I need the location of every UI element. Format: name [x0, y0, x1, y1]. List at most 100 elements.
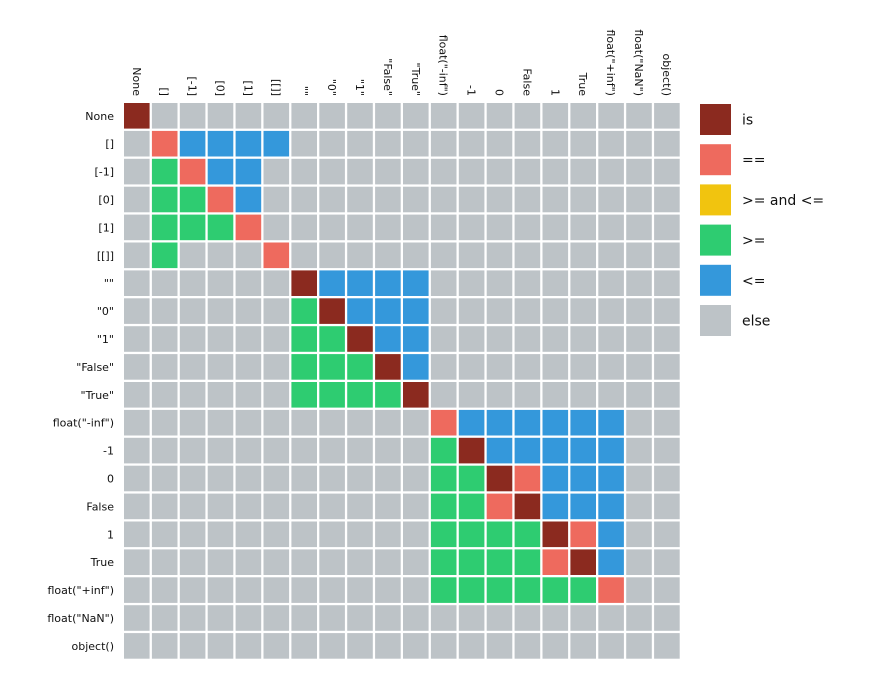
heatmap-cell	[458, 354, 485, 380]
row-label: ""	[104, 277, 114, 290]
heatmap-cell	[542, 549, 569, 575]
heatmap-cell	[430, 605, 457, 631]
heatmap-cell	[207, 437, 234, 464]
heatmap-cell	[430, 409, 457, 436]
heatmap-cell	[124, 549, 150, 575]
heatmap-cell	[458, 465, 485, 492]
heatmap-cell	[151, 354, 178, 380]
heatmap-cell	[151, 409, 178, 436]
heatmap-cell	[514, 382, 541, 408]
heatmap-cell	[570, 186, 596, 213]
heatmap-cell	[514, 521, 541, 548]
heatmap-cell	[375, 354, 401, 380]
heatmap-cell	[179, 103, 206, 129]
heatmap-cell	[403, 130, 429, 157]
heatmap-cell	[375, 103, 401, 129]
heatmap-cell	[235, 158, 262, 185]
heatmap-cell	[403, 214, 429, 241]
heatmap-cell	[458, 409, 485, 436]
heatmap-cell	[179, 158, 206, 185]
heatmap-cell	[151, 326, 178, 352]
heatmap-cell	[375, 493, 401, 520]
heatmap-cell	[514, 186, 541, 213]
heatmap-cell	[542, 437, 569, 464]
heatmap-cell	[570, 158, 596, 185]
heatmap-cell	[291, 103, 317, 129]
heatmap-cell	[542, 186, 569, 213]
heatmap-cell	[235, 437, 262, 464]
heatmap-cell	[124, 186, 150, 213]
column-label: object()	[660, 54, 673, 96]
heatmap-cell	[598, 493, 624, 520]
heatmap-cell	[375, 437, 401, 464]
heatmap-cell	[319, 298, 345, 324]
heatmap-cell	[263, 214, 290, 241]
row-label: float("+inf")	[47, 584, 114, 597]
heatmap-cell	[542, 242, 569, 269]
heatmap-cell	[403, 242, 429, 269]
row-label: "1"	[97, 333, 114, 346]
heatmap-cell	[458, 521, 485, 548]
heatmap-cell	[319, 521, 345, 548]
heatmap-cell	[347, 214, 373, 241]
heatmap-cell	[626, 158, 652, 185]
row-label: [[]]	[97, 249, 114, 262]
heatmap-cell	[291, 354, 317, 380]
heatmap-cell	[151, 270, 178, 296]
heatmap-cell	[235, 214, 262, 241]
heatmap-cell	[514, 633, 541, 659]
row-label: float("NaN")	[47, 612, 114, 625]
heatmap-cell	[654, 103, 680, 129]
heatmap-cell	[458, 103, 485, 129]
heatmap-cell	[430, 521, 457, 548]
heatmap-cell	[235, 409, 262, 436]
column-label: float("+inf")	[604, 29, 617, 96]
heatmap-cell	[542, 354, 569, 380]
heatmap-cell	[319, 326, 345, 352]
heatmap-cell	[375, 549, 401, 575]
heatmap-cell	[291, 577, 317, 603]
heatmap-cell	[458, 326, 485, 352]
heatmap-cell	[403, 186, 429, 213]
heatmap-cell	[570, 270, 596, 296]
heatmap-cell	[235, 270, 262, 296]
heatmap-cell	[403, 437, 429, 464]
heatmap-cell	[179, 437, 206, 464]
heatmap-cell	[570, 493, 596, 520]
heatmap-cell	[654, 242, 680, 269]
heatmap-cell	[514, 493, 541, 520]
column-label: True	[576, 72, 589, 97]
heatmap-cell	[291, 382, 317, 408]
heatmap-cell	[570, 605, 596, 631]
row-label: 0	[107, 473, 114, 486]
heatmap-cell	[235, 130, 262, 157]
heatmap-cell	[486, 186, 513, 213]
heatmap-cell	[542, 103, 569, 129]
heatmap-cell	[263, 130, 290, 157]
heatmap-cell	[375, 130, 401, 157]
heatmap-cell	[151, 382, 178, 408]
heatmap-cell	[430, 382, 457, 408]
heatmap-cell	[403, 354, 429, 380]
heatmap-cell	[124, 130, 150, 157]
heatmap-cell	[598, 270, 624, 296]
legend-label: <=	[742, 273, 765, 289]
column-label: float("NaN")	[632, 29, 645, 96]
heatmap-cell	[542, 270, 569, 296]
heatmap-cell	[207, 605, 234, 631]
heatmap-cell	[151, 549, 178, 575]
heatmap-cell	[626, 298, 652, 324]
heatmap-cell	[179, 633, 206, 659]
heatmap-cell	[235, 465, 262, 492]
heatmap-cell	[179, 130, 206, 157]
heatmap-cell	[542, 130, 569, 157]
heatmap-cell	[291, 437, 317, 464]
heatmap-cell	[291, 493, 317, 520]
heatmap-cell	[179, 326, 206, 352]
heatmap-cell	[124, 270, 150, 296]
heatmap-cell	[207, 270, 234, 296]
heatmap-cell	[486, 521, 513, 548]
column-label: False	[520, 68, 533, 96]
heatmap-cell	[235, 326, 262, 352]
heatmap-cell	[263, 605, 290, 631]
